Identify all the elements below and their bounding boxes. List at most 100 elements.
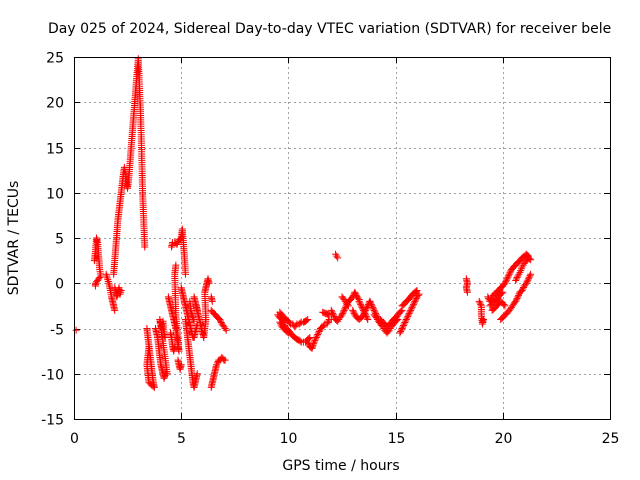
data-point <box>72 326 80 334</box>
data-point <box>111 306 119 314</box>
data-point <box>367 300 375 308</box>
data-point <box>513 274 521 282</box>
data-point <box>314 331 322 339</box>
data-point <box>355 297 363 305</box>
data-point <box>304 338 312 346</box>
data-point <box>402 317 410 325</box>
data-point <box>117 288 125 296</box>
data-point <box>338 311 346 319</box>
data-point <box>342 303 350 311</box>
data-point <box>217 317 225 325</box>
data-point <box>522 279 530 287</box>
data-point <box>104 277 112 285</box>
data-point <box>208 297 216 305</box>
data-point <box>515 291 523 299</box>
data-point <box>332 250 340 258</box>
data-point <box>367 299 375 307</box>
data-point <box>349 306 357 314</box>
data-point <box>337 312 345 320</box>
y-tick-label: 20 <box>46 96 64 112</box>
data-point <box>330 312 338 320</box>
data-point <box>304 315 312 323</box>
data-point <box>221 356 229 364</box>
data-point <box>397 326 405 334</box>
data-point <box>283 328 291 336</box>
data-point <box>363 314 371 322</box>
data-point <box>323 320 331 328</box>
y-tick-label: 25 <box>46 51 64 67</box>
data-point <box>344 302 352 310</box>
data-point <box>514 293 522 301</box>
data-point <box>475 297 483 305</box>
data-point <box>313 332 321 340</box>
data-point <box>524 276 532 284</box>
data-point <box>320 321 328 329</box>
data-point <box>500 301 508 309</box>
x-tick-label: 15 <box>388 431 406 447</box>
data-point <box>362 311 370 319</box>
data-point <box>410 299 418 307</box>
data-point <box>329 311 337 319</box>
data-point <box>408 303 416 311</box>
data-point <box>364 315 372 323</box>
data-point <box>188 312 196 320</box>
data-point <box>501 279 509 287</box>
data-point <box>311 337 319 345</box>
data-point <box>361 309 369 317</box>
data-point <box>146 380 154 388</box>
data-point <box>397 307 405 315</box>
data-point <box>512 277 520 285</box>
plot-frame <box>74 57 611 420</box>
data-point <box>402 315 410 323</box>
data-point <box>480 315 488 323</box>
data-point <box>340 306 348 314</box>
data-point <box>463 288 471 296</box>
data-point <box>352 291 360 299</box>
data-point <box>406 308 414 316</box>
data-point <box>102 270 110 278</box>
data-point <box>91 282 99 290</box>
data-point <box>117 286 125 294</box>
data-point <box>501 302 509 310</box>
data-point <box>216 315 224 323</box>
data-point <box>343 301 351 309</box>
y-tick-label: 0 <box>55 277 64 293</box>
data-point <box>517 265 525 273</box>
data-point <box>103 274 111 282</box>
data-point <box>190 315 198 323</box>
axis-ticks: 0 5 10 15 20 25 -15 -10 -5 0 5 10 15 20 25 <box>41 51 619 448</box>
data-point <box>401 318 409 326</box>
data-point <box>193 306 201 314</box>
data-point <box>505 270 513 278</box>
data-point <box>525 273 533 281</box>
data-point <box>358 303 366 311</box>
data-point <box>284 329 292 337</box>
data-point <box>399 323 407 331</box>
data-point <box>334 317 342 325</box>
data-point <box>276 318 284 326</box>
data-point <box>525 275 533 283</box>
data-point <box>217 318 225 326</box>
data-point <box>357 300 365 308</box>
data-point <box>354 294 362 302</box>
data-point <box>503 275 511 283</box>
chart-title: Day 025 of 2024, Sidereal Day-to-day VTE… <box>48 21 611 37</box>
data-point <box>520 283 528 291</box>
data-point <box>309 341 317 349</box>
data-point <box>502 276 510 284</box>
data-point <box>477 300 485 308</box>
data-point <box>360 308 368 316</box>
data-point <box>407 306 415 314</box>
data-point <box>310 338 318 346</box>
data-point <box>328 308 336 316</box>
data-point <box>177 361 185 369</box>
data-point <box>285 319 293 327</box>
data-point <box>372 314 380 322</box>
data-point <box>400 320 408 328</box>
x-tick-label: 5 <box>177 431 186 447</box>
x-tick-label: 0 <box>70 431 79 447</box>
data-point <box>173 240 181 248</box>
data-point <box>506 269 514 277</box>
data-point <box>505 272 513 280</box>
data-point <box>312 334 320 342</box>
